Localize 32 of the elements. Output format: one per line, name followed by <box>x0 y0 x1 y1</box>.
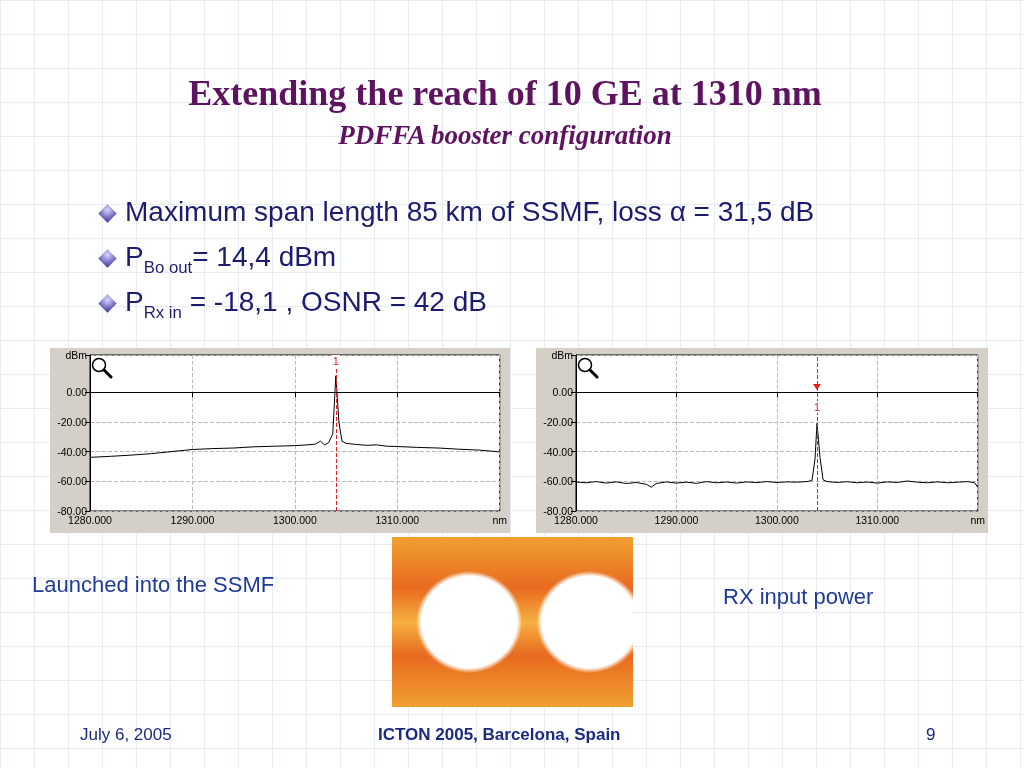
chart-subtitle: PDFFA booster configuration <box>337 120 673 151</box>
x-tick-label: 1290.000 <box>654 513 699 526</box>
text: Launched into the SSMF <box>32 572 275 598</box>
text: RX input power <box>723 584 874 610</box>
y-tick-label: dBm <box>551 349 574 361</box>
y-tick-label: -40.00 <box>57 445 88 458</box>
y-tick-label: 0.00 <box>552 386 574 399</box>
x-tick-label: nm <box>970 513 986 526</box>
y-tick-label: -20.00 <box>57 415 88 428</box>
y-tick-label: -20.00 <box>543 415 574 428</box>
y-tick-label: dBm <box>65 349 88 361</box>
annotation: 1 <box>331 354 340 367</box>
text: P$_{Bo out}$= 14,4 dBm <box>125 241 337 278</box>
x-tick-label: 1300.000 <box>754 513 799 526</box>
chart-title: Extending the reach of 10 GE at 1310 nm <box>187 72 823 114</box>
x-tick-label: 1310.000 <box>375 513 420 526</box>
text: P$_{Rx in}$ = -18,1 , OSNR = 42 dB <box>125 286 487 323</box>
text: 9 <box>926 725 936 745</box>
y-tick-label: -80.00 <box>543 505 574 517</box>
y-tick-label: -80.00 <box>57 505 88 517</box>
text: July 6, 2005 <box>80 725 172 745</box>
x-tick-label: 1290.000 <box>170 513 215 526</box>
annotation: 1 <box>812 401 822 413</box>
y-tick-label: -60.00 <box>57 475 88 488</box>
y-tick-label: -60.00 <box>543 475 574 488</box>
text: Maximum span length 85 km of SSMF, loss α = 31,5 dB <box>125 196 815 228</box>
y-tick-label: 0.00 <box>66 386 88 399</box>
x-tick-label: nm <box>492 513 508 526</box>
x-tick-label: 1300.000 <box>272 513 317 526</box>
y-tick-label: -40.00 <box>543 445 574 458</box>
x-tick-label: 1310.000 <box>855 513 900 526</box>
text: ICTON 2005, Barcelona, Spain <box>378 725 621 745</box>
